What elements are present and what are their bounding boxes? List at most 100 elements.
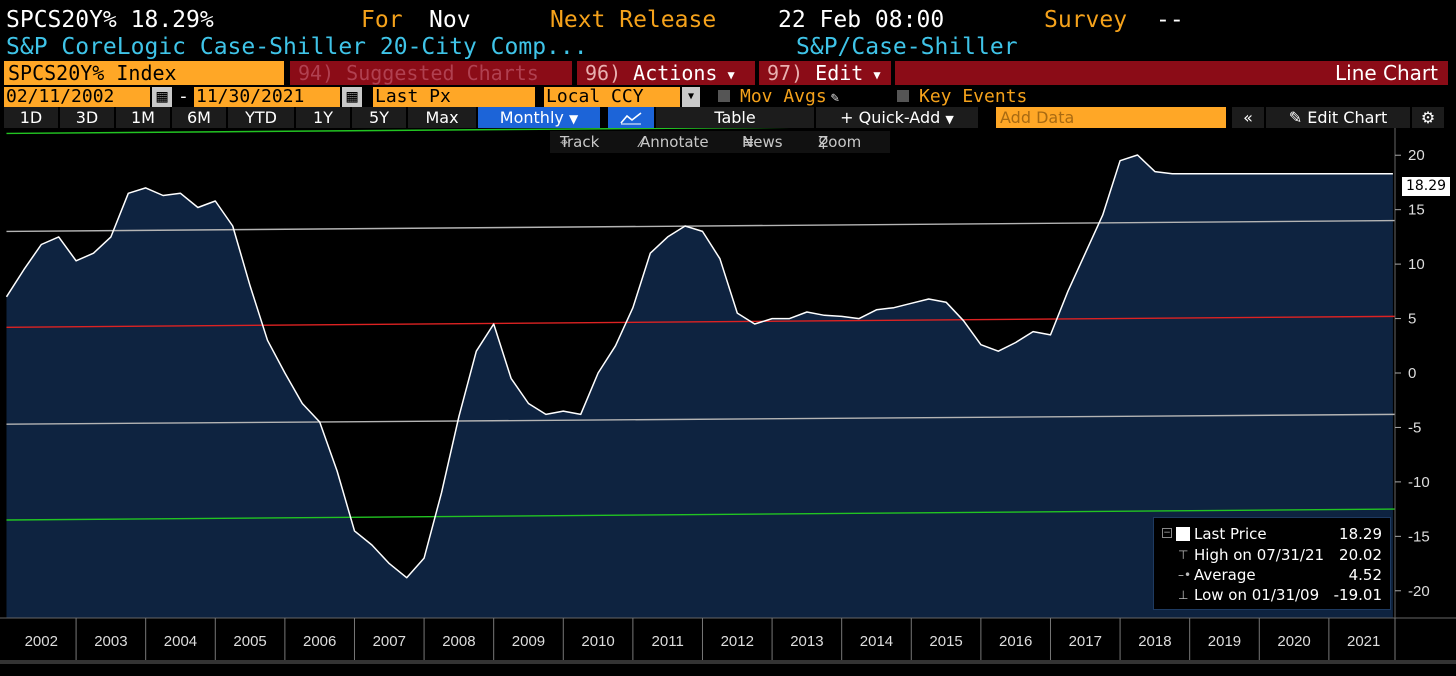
edit-button[interactable]: 97) Edit ▼ bbox=[759, 61, 891, 85]
table-button[interactable]: Table bbox=[656, 107, 816, 128]
legend-high-value: 20.02 bbox=[1339, 546, 1382, 564]
mov-avgs-toggle[interactable]: Mov Avgs ✎ bbox=[718, 87, 878, 107]
period-select[interactable]: Monthly ▼ bbox=[478, 107, 602, 128]
field-select[interactable]: Last Px bbox=[373, 87, 535, 107]
x-tick-label: 2004 bbox=[164, 633, 197, 650]
add-data-input[interactable]: Add Data bbox=[996, 107, 1228, 128]
edit-chart-button[interactable]: ✎ Edit Chart bbox=[1266, 107, 1412, 128]
x-tick-label: 2011 bbox=[652, 633, 684, 650]
trend-line-lower-band bbox=[6, 413, 1396, 425]
suggested-charts-button[interactable]: 94) Suggested Charts bbox=[290, 61, 572, 85]
edit-label: Edit bbox=[815, 61, 864, 85]
range-ytd-button[interactable]: YTD bbox=[228, 107, 296, 128]
legend-high: ⊤ High on 07/31/21 20.02 bbox=[1154, 545, 1390, 565]
annotate-label: Annotate bbox=[640, 133, 709, 151]
ticker-input[interactable]: SPCS20Y% Index bbox=[4, 61, 284, 85]
series-area bbox=[6, 155, 1393, 618]
legend-avg-label: Average bbox=[1194, 566, 1256, 584]
y-tick-label: 10 bbox=[1408, 256, 1425, 273]
chart-legend: − Last Price 18.29 ⊤ High on 07/31/21 20… bbox=[1153, 517, 1391, 610]
range-5y-button[interactable]: 5Y bbox=[352, 107, 408, 128]
x-tick-label: 2010 bbox=[581, 633, 614, 650]
quick-add-caret-icon: ▼ bbox=[945, 113, 954, 126]
actions-num: 96) bbox=[585, 61, 622, 85]
edit-caret-icon: ▼ bbox=[873, 67, 881, 82]
currency-dropdown-icon[interactable]: ▼ bbox=[682, 87, 700, 107]
quick-add-label: + Quick-Add bbox=[840, 108, 941, 127]
security-description: S&P CoreLogic Case-Shiller 20-City Comp.… bbox=[6, 34, 1446, 60]
x-tick-label: 2009 bbox=[512, 633, 545, 650]
range-3d-button[interactable]: 3D bbox=[60, 107, 116, 128]
for-label: For bbox=[361, 7, 403, 33]
date-separator: - bbox=[178, 86, 189, 107]
range-1m-button[interactable]: 1M bbox=[116, 107, 172, 128]
x-tick-label: 2016 bbox=[999, 633, 1032, 650]
chart-tool-strip: ⌖ Track ⁄ Annotate ≡ News ⚲ Zoom bbox=[550, 131, 890, 153]
next-release-value: 22 Feb 08:00 bbox=[778, 7, 945, 33]
y-tick-label: 5 bbox=[1408, 311, 1416, 328]
x-tick-label: 2012 bbox=[721, 633, 754, 650]
mov-avgs-checkbox[interactable] bbox=[718, 90, 730, 102]
actions-button[interactable]: 96) Actions ▼ bbox=[577, 61, 755, 85]
ticker-value: SPCS20Y% 18.29% bbox=[6, 7, 214, 33]
zoom-label: Zoom bbox=[818, 133, 862, 151]
y-tick-label: 20 bbox=[1408, 147, 1425, 164]
key-events-checkbox[interactable] bbox=[897, 90, 909, 102]
chart-type-label: Line Chart bbox=[895, 61, 1448, 85]
next-release-label: Next Release bbox=[550, 7, 717, 33]
quick-add-button[interactable]: + Quick-Add ▼ bbox=[816, 107, 980, 128]
trend-line-lower-channel bbox=[6, 508, 1396, 521]
legend-average: –• Average 4.52 bbox=[1154, 565, 1390, 585]
collapse-icon[interactable]: « bbox=[1232, 107, 1266, 128]
news-label: News bbox=[742, 133, 783, 151]
start-date-input[interactable]: 02/11/2002 bbox=[4, 87, 150, 107]
low-marker-icon: ⊥ bbox=[1178, 588, 1189, 602]
line-chart-icon[interactable] bbox=[608, 107, 656, 128]
series-line bbox=[5, 154, 1393, 579]
currency-select[interactable]: Local CCY bbox=[544, 87, 680, 107]
y-tick-label: -15 bbox=[1408, 528, 1430, 545]
x-tick-label: 2006 bbox=[303, 633, 336, 650]
legend-avg-value: 4.52 bbox=[1348, 566, 1382, 584]
command-bar: SPCS20Y% Index 94) Suggested Charts 96) … bbox=[4, 61, 1448, 85]
actions-caret-icon: ▼ bbox=[727, 67, 735, 82]
x-tick-label: 2020 bbox=[1277, 633, 1310, 650]
spacer bbox=[980, 107, 994, 128]
last-price-tag: 18.29 bbox=[1402, 177, 1450, 196]
end-calendar-icon[interactable]: ▦ bbox=[342, 87, 362, 107]
x-tick-label: 2003 bbox=[94, 633, 127, 650]
series-swatch-icon bbox=[1176, 527, 1190, 541]
range-max-button[interactable]: Max bbox=[408, 107, 478, 128]
x-tick-label: 2005 bbox=[233, 633, 266, 650]
x-tick-label: 2019 bbox=[1208, 633, 1241, 650]
range-1y-button[interactable]: 1Y bbox=[296, 107, 352, 128]
y-tick-label: -20 bbox=[1408, 583, 1430, 600]
gear-icon[interactable]: ⚙ bbox=[1412, 107, 1446, 128]
crosshair-icon: ⌖ bbox=[560, 133, 569, 151]
trend-line-upper-band bbox=[6, 219, 1396, 233]
pencil-icon[interactable]: ✎ bbox=[830, 90, 840, 106]
x-tick-label: 2018 bbox=[1138, 633, 1171, 650]
range-6m-button[interactable]: 6M bbox=[172, 107, 228, 128]
x-tick-label: 2014 bbox=[860, 633, 893, 650]
x-tick-label: 2021 bbox=[1347, 633, 1380, 650]
end-date-input[interactable]: 11/30/2021 bbox=[194, 87, 340, 107]
edit-num: 97) bbox=[767, 61, 804, 85]
key-events-toggle[interactable]: Key Events bbox=[897, 87, 1067, 107]
legend-low-label: Low on 01/31/09 bbox=[1194, 586, 1320, 604]
collapse-box-icon[interactable]: − bbox=[1162, 528, 1172, 538]
legend-last-label: Last Price bbox=[1194, 525, 1267, 543]
y-tick-label: -5 bbox=[1408, 419, 1421, 436]
legend-high-label: High on 07/31/21 bbox=[1194, 546, 1325, 564]
legend-low: ⊥ Low on 01/31/09 -19.01 bbox=[1154, 585, 1390, 605]
actions-label: Actions bbox=[633, 61, 718, 85]
legend-low-value: -19.01 bbox=[1333, 586, 1382, 604]
annotate-icon: ⁄ bbox=[640, 133, 643, 151]
trend-line-regression bbox=[6, 315, 1396, 328]
zoom-icon: ⚲ bbox=[818, 133, 829, 151]
range-1d-button[interactable]: 1D bbox=[4, 107, 60, 128]
range-bar: 1D 3D 1M 6M YTD 1Y 5Y Max Monthly ▼ Tabl… bbox=[4, 107, 1448, 128]
start-calendar-icon[interactable]: ▦ bbox=[152, 87, 172, 107]
y-tick-label: 15 bbox=[1408, 202, 1425, 219]
